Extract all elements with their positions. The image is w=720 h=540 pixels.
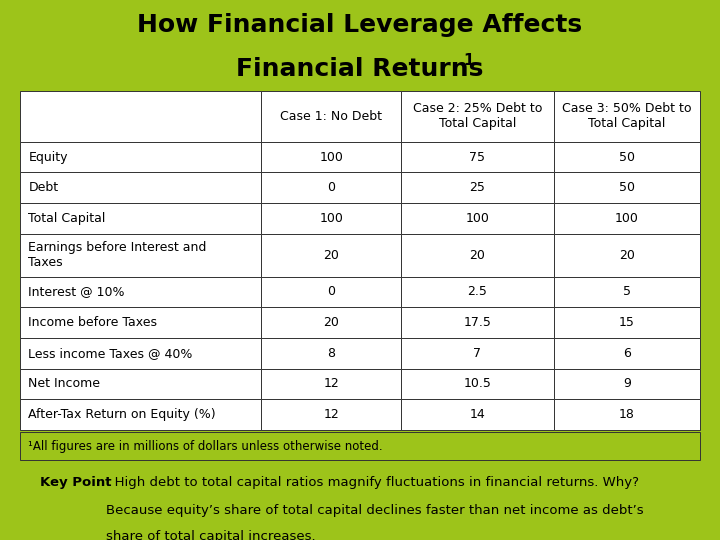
Text: Financial Returns: Financial Returns	[236, 57, 484, 82]
Bar	[401, 141, 554, 172]
Text: 20: 20	[469, 248, 485, 262]
Bar	[554, 141, 700, 172]
Bar	[554, 276, 700, 307]
Text: Case 3: 50% Debt to
Total Capital: Case 3: 50% Debt to Total Capital	[562, 103, 691, 131]
Bar	[261, 307, 401, 338]
Text: 5: 5	[623, 286, 631, 299]
Bar	[401, 369, 554, 399]
Bar	[261, 203, 401, 234]
Bar	[20, 338, 261, 369]
Bar	[20, 307, 261, 338]
Text: 100: 100	[319, 212, 343, 225]
Bar	[401, 172, 554, 203]
Bar	[554, 234, 700, 276]
Bar	[401, 338, 554, 369]
Text: : High debt to total capital ratios magnify fluctuations in financial returns. W: : High debt to total capital ratios magn…	[106, 476, 639, 489]
Text: 15: 15	[618, 316, 635, 329]
Bar	[20, 276, 261, 307]
Text: How Financial Leverage Affects: How Financial Leverage Affects	[138, 13, 582, 37]
Text: 100: 100	[615, 212, 639, 225]
Text: 50: 50	[618, 181, 635, 194]
Bar	[261, 369, 401, 399]
Text: Less income Taxes @ 40%: Less income Taxes @ 40%	[28, 347, 193, 360]
Text: 0: 0	[327, 286, 335, 299]
Text: 20: 20	[323, 248, 339, 262]
Text: 25: 25	[469, 181, 485, 194]
Bar	[261, 399, 401, 430]
Text: Case 1: No Debt: Case 1: No Debt	[280, 110, 382, 123]
Text: 8: 8	[327, 347, 335, 360]
Text: 10.5: 10.5	[463, 377, 491, 390]
Text: Debt: Debt	[28, 181, 58, 194]
Bar	[261, 141, 401, 172]
Text: 12: 12	[323, 377, 339, 390]
Bar	[20, 91, 261, 141]
Text: Interest @ 10%: Interest @ 10%	[28, 286, 125, 299]
Text: 75: 75	[469, 151, 485, 164]
Bar	[554, 91, 700, 141]
Bar	[401, 307, 554, 338]
Text: ¹All figures are in millions of dollars unless otherwise noted.: ¹All figures are in millions of dollars …	[28, 440, 383, 453]
Text: 2.5: 2.5	[467, 286, 487, 299]
Text: 20: 20	[323, 316, 339, 329]
Bar	[261, 338, 401, 369]
Bar	[554, 338, 700, 369]
Bar	[261, 234, 401, 276]
Bar	[261, 276, 401, 307]
Bar	[20, 369, 261, 399]
Text: After-Tax Return on Equity (%): After-Tax Return on Equity (%)	[28, 408, 216, 421]
Bar	[554, 172, 700, 203]
Text: 17.5: 17.5	[463, 316, 491, 329]
Bar	[20, 141, 261, 172]
Text: Case 2: 25% Debt to
Total Capital: Case 2: 25% Debt to Total Capital	[413, 103, 542, 131]
Text: 50: 50	[618, 151, 635, 164]
Bar	[554, 369, 700, 399]
Text: 14: 14	[469, 408, 485, 421]
Bar	[261, 172, 401, 203]
Text: Total Capital: Total Capital	[28, 212, 106, 225]
Bar	[401, 234, 554, 276]
Bar	[20, 172, 261, 203]
Text: 12: 12	[323, 408, 339, 421]
Bar	[401, 276, 554, 307]
Bar	[401, 91, 554, 141]
Text: 6: 6	[623, 347, 631, 360]
Bar	[554, 203, 700, 234]
Text: Net Income: Net Income	[28, 377, 100, 390]
Text: 100: 100	[465, 212, 489, 225]
Text: 9: 9	[623, 377, 631, 390]
Text: 1: 1	[464, 53, 474, 68]
Bar	[554, 399, 700, 430]
Text: 20: 20	[618, 248, 635, 262]
Text: Earnings before Interest and
Taxes: Earnings before Interest and Taxes	[28, 241, 207, 269]
Text: Income before Taxes: Income before Taxes	[28, 316, 157, 329]
Bar	[20, 203, 261, 234]
Bar	[20, 399, 261, 430]
Bar	[401, 399, 554, 430]
Text: 18: 18	[618, 408, 635, 421]
Bar	[20, 234, 261, 276]
Text: Because equity’s share of total capital declines faster than net income as debt’: Because equity’s share of total capital …	[106, 504, 644, 517]
Bar	[261, 91, 401, 141]
Bar	[554, 307, 700, 338]
Text: share of total capital increases.: share of total capital increases.	[106, 530, 315, 540]
Text: Equity: Equity	[28, 151, 68, 164]
Text: 7: 7	[473, 347, 481, 360]
Text: 0: 0	[327, 181, 335, 194]
Text: 100: 100	[319, 151, 343, 164]
Bar	[401, 203, 554, 234]
Text: Key Point: Key Point	[40, 476, 111, 489]
